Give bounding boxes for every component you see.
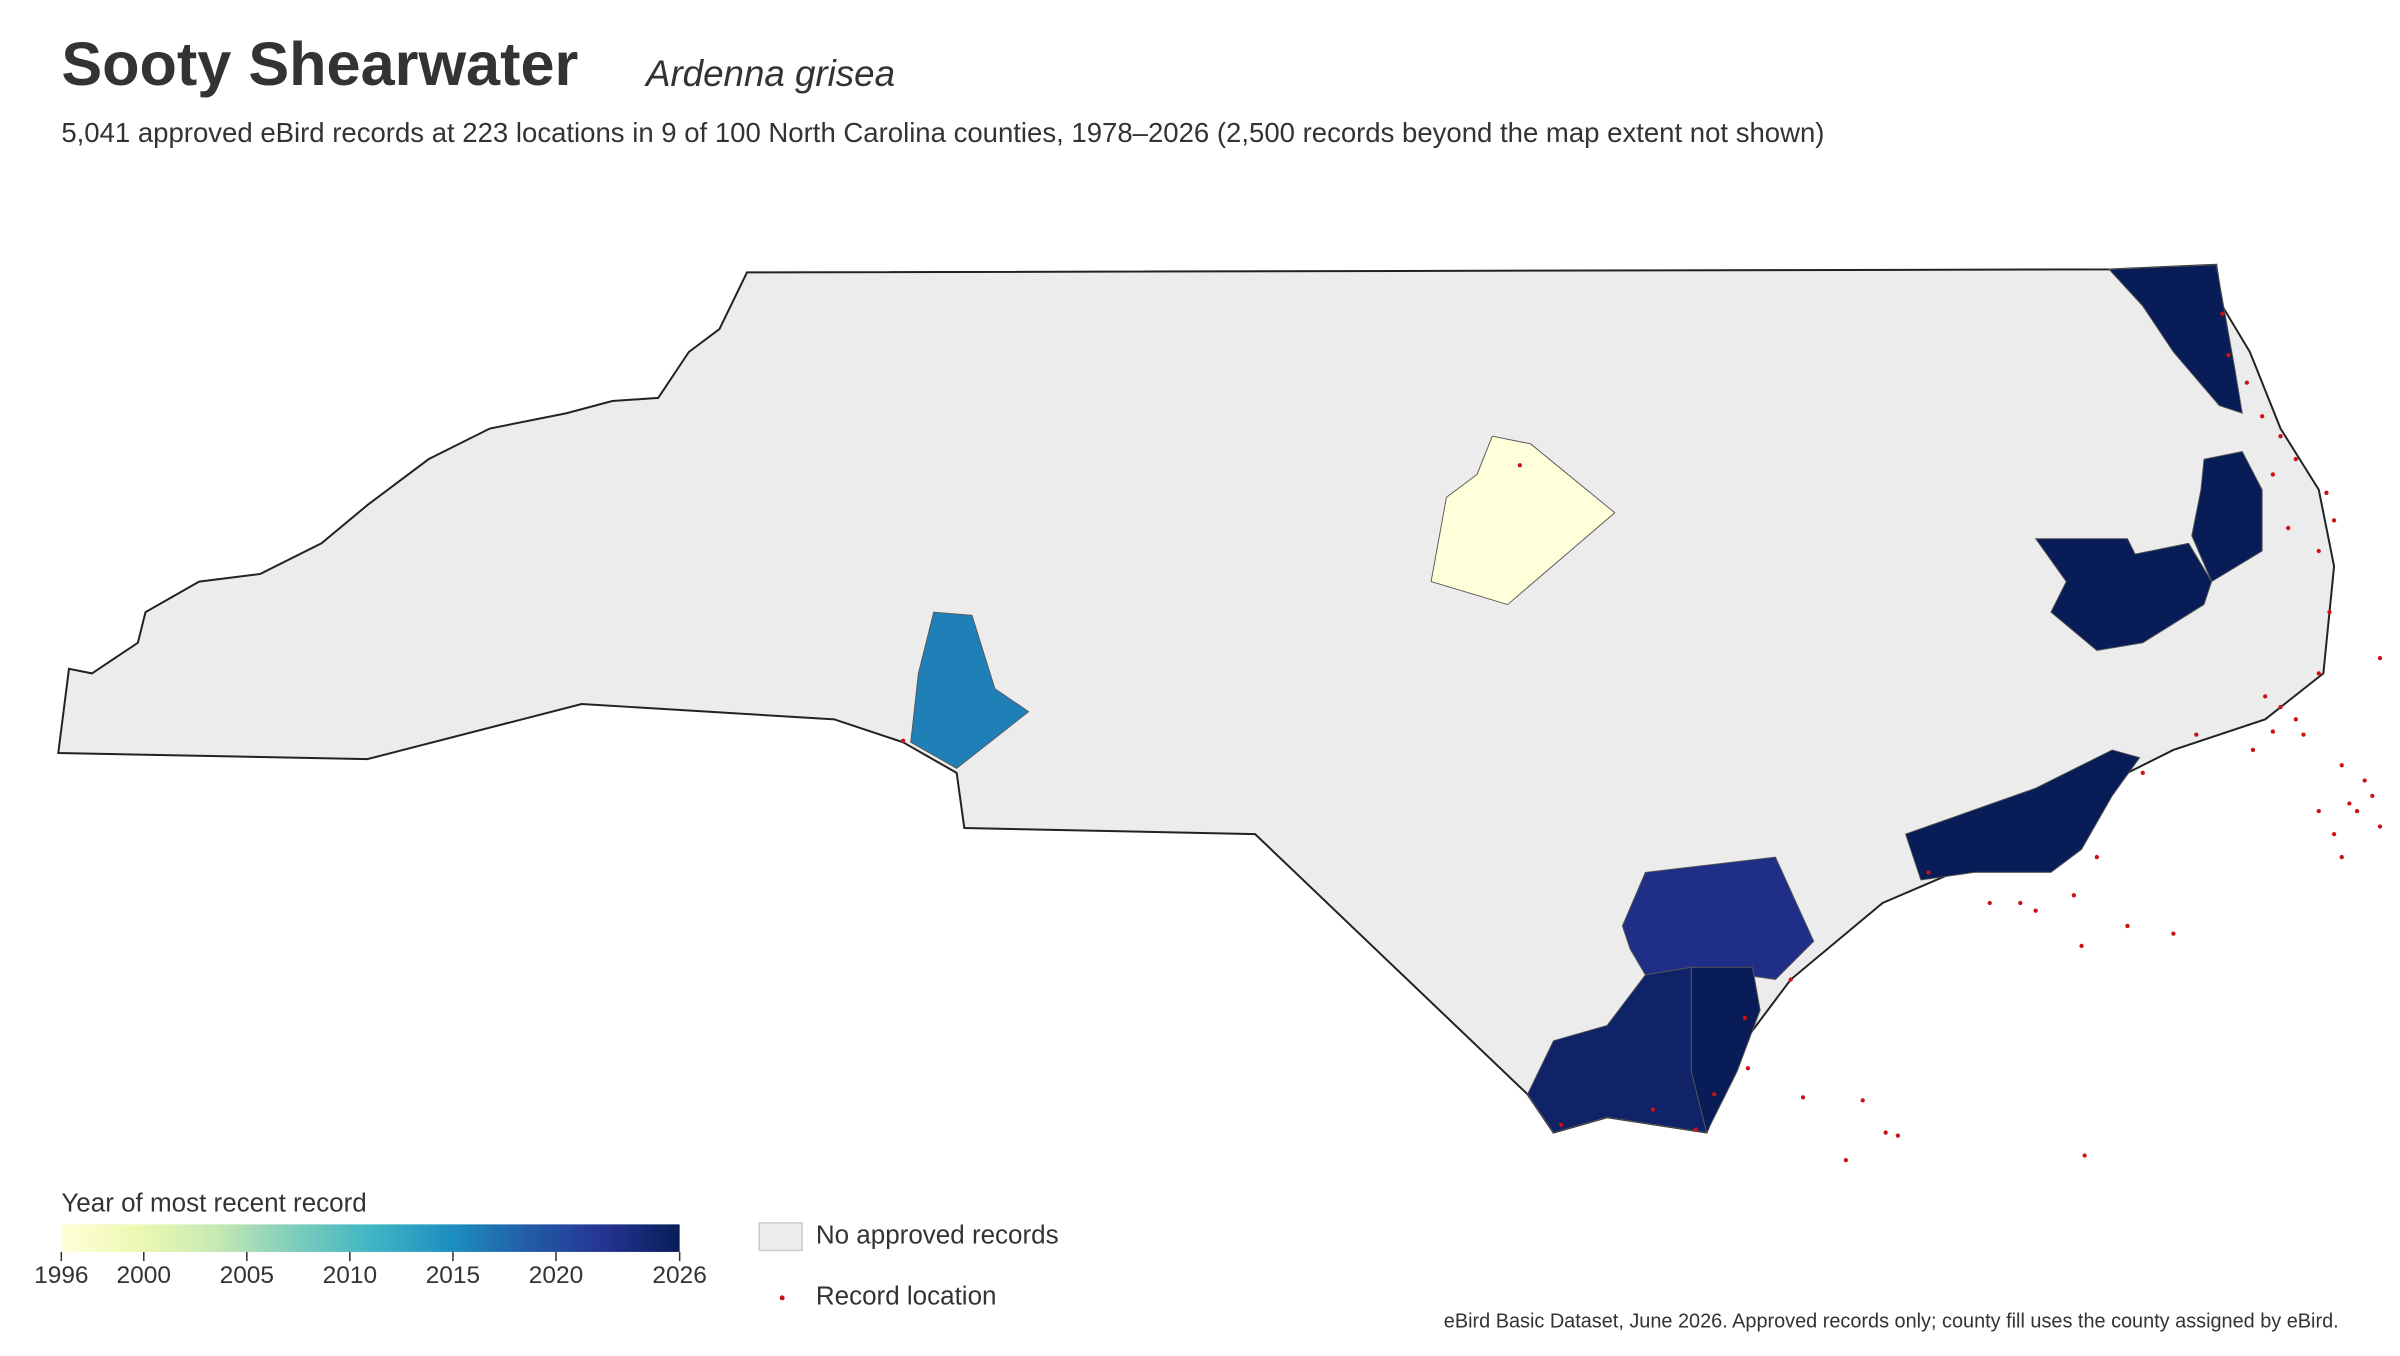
record-dot (2362, 778, 2367, 783)
record-dot (1788, 977, 1793, 982)
record-dot (1843, 1157, 1849, 1163)
record-dot (2331, 518, 2337, 523)
species: Ardenna grisea (644, 53, 895, 94)
no-records-label: No approved records (816, 1219, 1059, 1249)
record-dot (1860, 1098, 1865, 1103)
record-dot (900, 738, 906, 743)
record-dot (1883, 1130, 1888, 1135)
colorbar-tick-label: 1996 (34, 1262, 88, 1289)
record-dot (1895, 1133, 1901, 1138)
colorbar (61, 1224, 680, 1252)
shaded-county (1690, 966, 1761, 1134)
record-dot (1650, 1107, 1656, 1112)
record-dot (1800, 1095, 1806, 1100)
shaded-county (2034, 538, 2213, 651)
legend-title: Year of most recent record (61, 1187, 366, 1217)
record-dot (2260, 414, 2265, 419)
record-dot (2354, 809, 2360, 814)
record-dot (2018, 900, 2023, 906)
record-dot (2316, 548, 2321, 554)
record-dot (1712, 1092, 1717, 1097)
no-records-swatch (758, 1222, 803, 1252)
colorbar-tick-label: 2020 (529, 1262, 583, 1289)
record-dot (2263, 694, 2268, 699)
record-dot (1987, 900, 1992, 906)
colorbar-tick-label: 2010 (323, 1262, 377, 1289)
record-label: Record location (816, 1281, 997, 1311)
record-dot (2316, 809, 2321, 814)
record-dot (2286, 525, 2291, 531)
record-dot (2324, 490, 2329, 495)
shaded-county (1621, 856, 1815, 980)
colorbar-tick-label: 2015 (426, 1262, 480, 1289)
record-dot (2094, 854, 2100, 860)
record-dot (2140, 770, 2145, 776)
footer: eBird Basic Dataset, June 2026. Approved… (1444, 1311, 2339, 1333)
record-dot (2377, 824, 2383, 829)
shaded-county (910, 611, 1030, 769)
record-dot (2033, 908, 2038, 913)
record-dot (2278, 434, 2283, 439)
record-dot (2339, 763, 2344, 768)
record-dot (2301, 732, 2306, 737)
record-dot (2270, 472, 2276, 477)
shaded-county (1526, 966, 1708, 1134)
record-dot (2316, 671, 2321, 676)
record-dot (1742, 1015, 1747, 1020)
shaded-county (2108, 264, 2243, 414)
record-dot (2244, 380, 2249, 385)
record-dot (2082, 1153, 2087, 1158)
record-dot (1926, 870, 1931, 875)
description: 5,041 approved eBird records at 223 loca… (61, 117, 1824, 148)
record-dot (1745, 1066, 1751, 1071)
colorbar-tick-label: 2000 (117, 1262, 171, 1289)
record-dot (2194, 732, 2199, 737)
record-dot (2171, 931, 2176, 936)
record-dot (2250, 747, 2256, 753)
record-dot (2377, 655, 2383, 661)
record-dot (2293, 717, 2298, 722)
shaded-county (1430, 435, 1616, 606)
record-swatch (779, 1295, 785, 1301)
record-dot (2331, 831, 2337, 837)
record-dot (2370, 793, 2375, 798)
record-dot (2293, 456, 2298, 462)
record-dot (2339, 854, 2344, 860)
record-dot (2278, 704, 2283, 710)
record-dot (2327, 610, 2332, 615)
record-dot (2079, 943, 2084, 948)
shaded-county (1904, 749, 2141, 881)
colorbar-tick-label: 2026 (652, 1262, 706, 1289)
record-dot (1693, 1127, 1699, 1132)
shaded-county (2191, 450, 2263, 583)
record-dot (2347, 801, 2352, 806)
record-dot (1517, 463, 1523, 468)
title: Sooty Shearwater (61, 30, 578, 98)
state-outline (57, 263, 2336, 1134)
record-dot (2071, 893, 2077, 898)
record-dot (2270, 729, 2276, 734)
record-dot (2125, 923, 2130, 929)
record-dot (2226, 352, 2231, 358)
record-dot (1559, 1122, 1564, 1128)
record-dot (2220, 311, 2225, 316)
colorbar-tick-label: 2005 (220, 1262, 274, 1289)
